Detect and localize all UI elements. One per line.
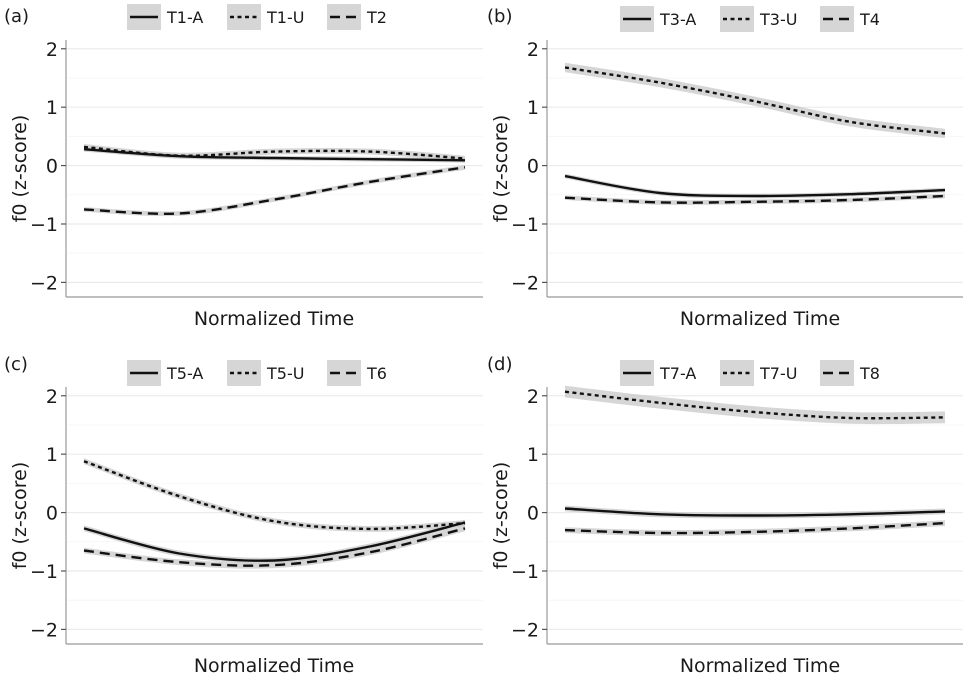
- panel-b: −2 −1 0 1 2 Normalized Time f0 (z-score) (b) T3-…: [487, 6, 963, 330]
- confidence-band-t5-u: [84, 458, 465, 532]
- y-tick-label: 2: [46, 386, 58, 408]
- legend-item-t8: T8: [820, 360, 880, 386]
- y-tick-label: 1: [46, 97, 58, 119]
- legend: T3-A T3-U T4: [620, 6, 880, 32]
- panel-label: (d): [487, 354, 512, 375]
- legend-item-t3-a: T3-A: [620, 6, 696, 32]
- series-line-t6: [83, 527, 466, 567]
- legend-item-t1-a: T1-A: [127, 4, 203, 30]
- y-axis-label: f0 (z-score): [9, 115, 31, 223]
- panel-label: (a): [4, 6, 29, 27]
- series-line-t5-u: [83, 460, 466, 531]
- y-tick-label: 0: [527, 503, 539, 525]
- y-axis-label: f0 (z-score): [9, 462, 31, 570]
- legend-item-t6: T6: [327, 360, 387, 386]
- y-tick-label: −1: [30, 561, 58, 583]
- legend-item-t4: T4: [820, 6, 880, 32]
- panel-a: −2 −1 0 1 2 Normalized Time f0 (z-score) (a) T1-…: [4, 4, 483, 330]
- legend-item-t5-u: T5-U: [227, 360, 304, 386]
- legend-item-t5-a: T5-A: [127, 360, 203, 386]
- y-tick-label: −2: [511, 272, 539, 294]
- legend-item-t3-u: T3-U: [720, 6, 797, 32]
- legend-label: T8: [859, 364, 880, 383]
- y-tick-label: 0: [46, 503, 58, 525]
- y-tick-label: 2: [527, 39, 539, 61]
- x-axis-label: Normalized Time: [680, 655, 840, 677]
- legend-label: T7-U: [759, 364, 797, 383]
- y-tick-label: 2: [46, 39, 58, 61]
- legend-label: T7-A: [659, 364, 696, 383]
- legend-item-t1-u: T1-U: [227, 4, 304, 30]
- y-tick-label: 1: [46, 444, 58, 466]
- confidence-band-t3-u: [565, 62, 945, 139]
- legend-label: T1-A: [166, 8, 203, 27]
- panel-d: −2 −1 0 1 2 Normalized Time f0 (z-score) (d) T7-…: [487, 354, 963, 677]
- confidence-band-t8: [565, 520, 945, 536]
- plot-background: [66, 387, 483, 644]
- y-tick-label: −2: [30, 619, 58, 641]
- y-tick-label: −1: [30, 214, 58, 236]
- legend-label: T3-U: [759, 10, 797, 29]
- y-tick-label: −2: [30, 272, 58, 294]
- x-axis-label: Normalized Time: [680, 308, 840, 330]
- legend-label: T5-A: [166, 364, 203, 383]
- series-line-t5-a: [83, 521, 466, 562]
- y-tick-label: 1: [527, 97, 539, 119]
- legend-label: T3-A: [659, 10, 696, 29]
- legend-label: T4: [859, 10, 880, 29]
- y-tick-label: −1: [511, 214, 539, 236]
- series-line-t3-a: [564, 174, 946, 198]
- panel-label: (b): [487, 6, 512, 27]
- y-tick-label: −1: [511, 561, 539, 583]
- legend: T1-A T1-U T2: [127, 4, 387, 30]
- legend-item-t7-u: T7-U: [720, 360, 797, 386]
- confidence-band-t7-u: [565, 385, 945, 425]
- legend-label: T5-U: [266, 364, 304, 383]
- legend: T5-A T5-U T6: [127, 360, 387, 386]
- legend-label: T1-U: [266, 8, 304, 27]
- legend-label: T6: [366, 364, 387, 383]
- panel-c: −2 −1 0 1 2 Normalized Time f0 (z-score) (c) T5-…: [4, 354, 483, 677]
- legend: T7-A T7-U T8: [620, 360, 880, 386]
- series-line-t7-u: [564, 390, 946, 420]
- series-line-t7-a: [564, 507, 946, 517]
- legend-item-t2: T2: [327, 4, 387, 30]
- x-axis-label: Normalized Time: [194, 308, 354, 330]
- panel-label: (c): [4, 354, 28, 375]
- legend-label: T2: [366, 8, 387, 27]
- y-tick-label: 0: [46, 156, 58, 178]
- y-tick-label: −2: [511, 619, 539, 641]
- y-axis-label: f0 (z-score): [490, 115, 512, 223]
- plot-background: [66, 40, 483, 297]
- x-axis-label: Normalized Time: [194, 655, 354, 677]
- y-tick-label: 1: [527, 444, 539, 466]
- y-tick-label: 0: [527, 156, 539, 178]
- y-axis-label: f0 (z-score): [490, 462, 512, 570]
- legend-item-t7-a: T7-A: [620, 360, 696, 386]
- plot-background: [547, 40, 963, 297]
- confidence-band-t4: [565, 193, 945, 205]
- series-line-t1-u: [83, 145, 466, 160]
- y-tick-label: 2: [527, 386, 539, 408]
- series-line-t2: [83, 166, 466, 215]
- series-line-t1-a: [83, 148, 466, 162]
